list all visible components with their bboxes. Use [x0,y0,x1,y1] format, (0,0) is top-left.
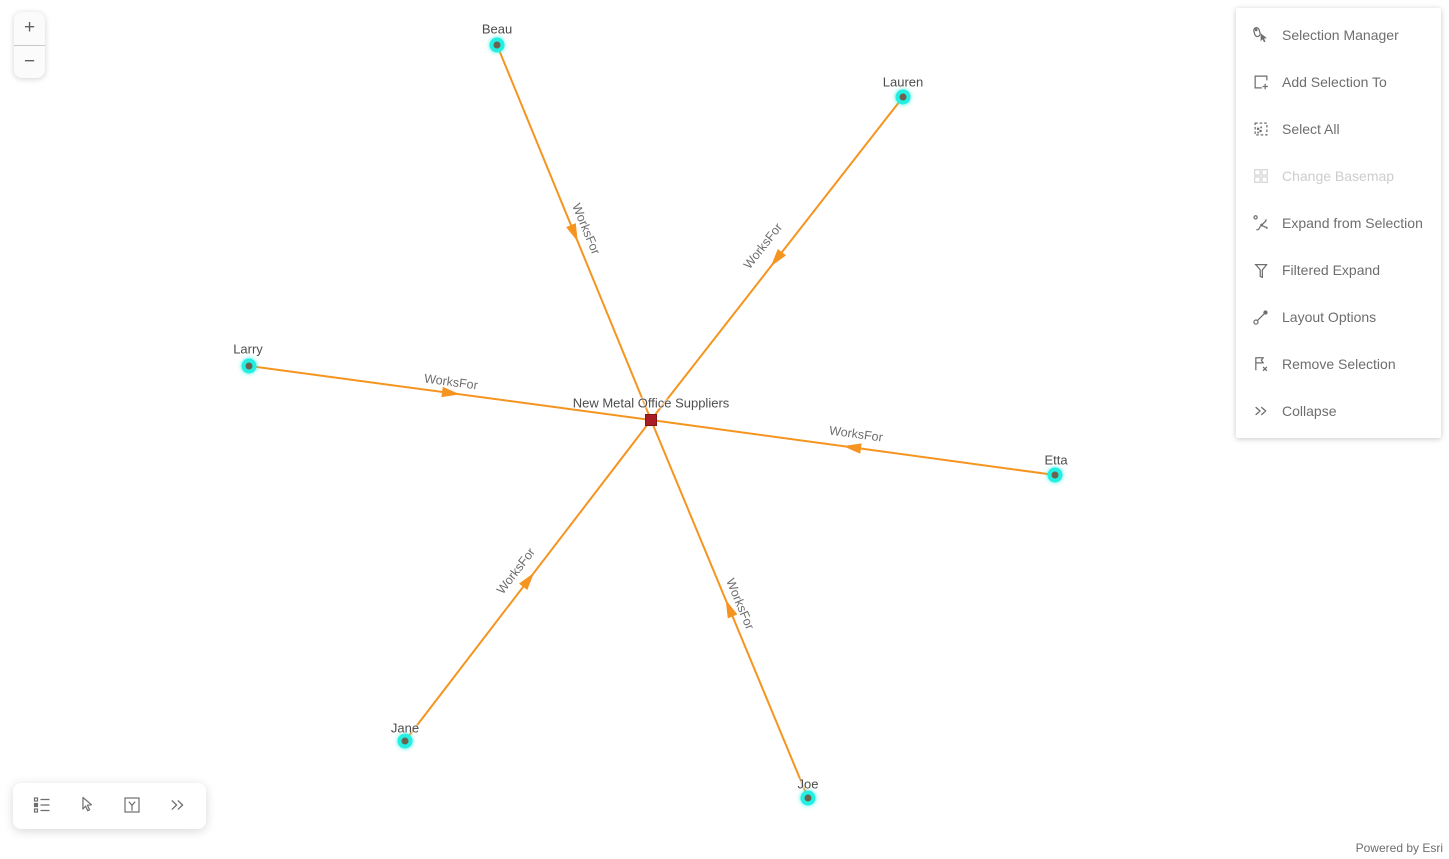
change-basemap-icon [1252,167,1270,185]
zoom-divider [14,44,45,46]
menu-item-selection-manager[interactable]: Selection Manager [1236,11,1441,58]
node-label-etta: Etta [1044,452,1068,468]
node-person-jane[interactable] [397,733,413,749]
node-core [401,737,409,745]
zoom-out-button[interactable]: − [14,46,45,79]
node-company-company[interactable] [645,414,657,426]
zoom-in-button[interactable]: + [14,12,45,45]
menu-item-label: Selection Manager [1282,26,1399,43]
edge-arrowhead [770,248,787,267]
collapse-icon [1252,402,1270,420]
menu-item-filtered-expand[interactable]: Filtered Expand [1236,246,1441,293]
link-chart-frame-icon [122,795,142,818]
node-core [899,93,907,101]
node-label-company: New Metal Office Suppliers [572,395,730,411]
menu-item-label: Remove Selection [1282,355,1396,372]
node-label-beau: Beau [481,21,513,37]
menu-item-label: Collapse [1282,402,1337,419]
menu-item-select-all[interactable]: Select All [1236,105,1441,152]
menu-item-label: Add Selection To [1282,73,1387,90]
layout-options-icon [1252,308,1270,326]
menu-item-label: Select All [1282,120,1340,137]
filtered-expand-icon [1252,261,1270,279]
select-all-icon [1252,120,1270,138]
edge-arrowhead [566,223,578,242]
node-person-beau[interactable] [489,37,505,53]
node-person-larry[interactable] [241,358,257,374]
context-menu: Selection Manager Add Selection To Selec… [1236,8,1441,438]
node-person-etta[interactable] [1047,467,1063,483]
menu-item-collapse[interactable]: Collapse [1236,387,1441,434]
node-core [804,794,812,802]
node-label-jane: Jane [390,720,420,736]
node-core [245,362,253,370]
menu-item-add-selection-to[interactable]: Add Selection To [1236,58,1441,105]
menu-item-label: Layout Options [1282,308,1377,325]
toolbar-expand-button[interactable] [161,790,193,822]
node-label-lauren: Lauren [882,74,924,90]
node-person-joe[interactable] [800,790,816,806]
edge-arrowhead [519,572,535,591]
menu-item-expand-from-selection[interactable]: Expand from Selection [1236,199,1441,246]
legend-list-icon [32,795,52,818]
menu-item-remove-selection[interactable]: Remove Selection [1236,340,1441,387]
add-selection-to-icon [1252,73,1270,91]
select-button[interactable] [71,790,103,822]
menu-item-label: Expand from Selection [1282,214,1423,231]
node-core [1051,471,1059,479]
node-label-joe: Joe [797,776,819,792]
bottom-toolbar [13,783,206,829]
menu-item-change-basemap: Change Basemap [1236,152,1441,199]
remove-selection-icon [1252,355,1270,373]
edge-arrowhead [843,443,862,454]
node-label-larry: Larry [233,341,263,357]
powered-by-esri: Powered by Esri [1355,841,1443,855]
select-cursor-icon [77,795,97,818]
link-chart-button[interactable] [116,790,148,822]
selection-manager-icon [1252,26,1270,44]
menu-item-label: Change Basemap [1282,167,1395,184]
node-core [493,41,501,49]
legend-list-button[interactable] [26,790,58,822]
menu-item-label: Filtered Expand [1282,261,1381,278]
edge-arrowhead [441,386,460,398]
edge-arrowhead [725,599,738,619]
zoom-control: + − [14,12,45,78]
node-person-lauren[interactable] [895,89,911,105]
expand-from-selection-icon [1252,214,1270,232]
expand-more-icon [167,795,187,818]
menu-item-layout-options[interactable]: Layout Options [1236,293,1441,340]
